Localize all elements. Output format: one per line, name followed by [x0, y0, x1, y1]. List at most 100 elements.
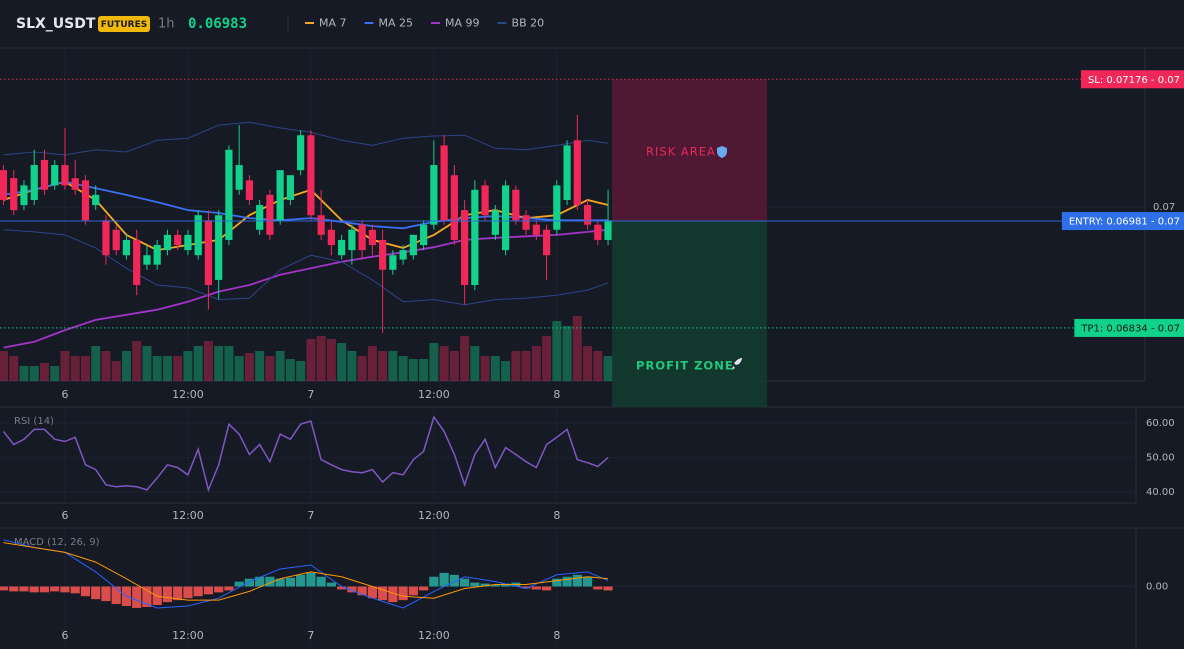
candle-body: [245, 180, 254, 200]
volume-bar: [531, 346, 541, 381]
volume-bar: [562, 326, 572, 381]
volume-bar: [183, 351, 193, 381]
histogram-bar: [101, 586, 111, 602]
candle-body: [297, 135, 305, 171]
level-label-bg: [1074, 318, 1184, 337]
candle-body: [317, 215, 325, 235]
candle-body: [215, 215, 223, 280]
volume-bar: [70, 356, 80, 381]
symbol[interactable]: SLX_USDT: [16, 16, 96, 32]
volume-bar: [29, 366, 39, 381]
volume-bar: [357, 356, 367, 381]
candle-body: [368, 229, 376, 246]
interval[interactable]: 1h: [158, 17, 175, 32]
plot-layer: MA 7 MA 25 MA 99 BB 20 6 12:00 7 12:00 8 0.07 RISK…: [0, 17, 1184, 645]
histogram-bar: [316, 576, 326, 587]
candle-body: [163, 234, 172, 251]
candle-body: [102, 220, 110, 256]
x-tick-label: 12:00: [172, 388, 204, 401]
legend-label[interactable]: BB 20: [512, 17, 545, 30]
badge-bg: [98, 16, 150, 32]
last-price: 0.06983: [188, 16, 247, 32]
candle-body: [522, 215, 530, 230]
candle-body: [143, 255, 151, 265]
candle-body: [92, 194, 100, 206]
x-tick-label: 8: [553, 629, 560, 642]
histogram-bar: [347, 586, 357, 593]
candle-body: [153, 245, 161, 265]
histogram-bar: [572, 574, 582, 587]
candle-body: [501, 185, 510, 251]
badge: FUTURES: [101, 20, 147, 30]
volume-bar: [367, 346, 377, 381]
histogram-bar: [582, 576, 593, 587]
histogram-bar: [419, 586, 429, 591]
histogram-bar: [388, 586, 398, 603]
candle-body: [133, 239, 141, 286]
histogram-bar: [490, 584, 500, 587]
volume-bar: [91, 346, 101, 381]
candle-body: [81, 180, 90, 221]
histogram-bar: [50, 586, 60, 592]
candle-body: [307, 135, 315, 216]
histogram-bar: [265, 576, 275, 587]
histogram-bar: [91, 586, 101, 600]
histogram-bar: [480, 583, 490, 587]
volume-bar: [101, 351, 111, 381]
volume-bar: [388, 351, 398, 381]
y-tick-label: 40.00: [1146, 487, 1175, 498]
x-tick-label: 6: [61, 388, 68, 401]
volume-bar: [542, 336, 552, 381]
histogram-bar: [306, 572, 316, 587]
histogram-bar: [39, 586, 50, 593]
candle-body: [491, 210, 499, 235]
candle-body: [225, 149, 233, 240]
histogram-bar: [19, 586, 29, 592]
volume-bar: [285, 359, 295, 381]
volume-bar: [80, 356, 90, 381]
histogram-bar: [367, 586, 377, 599]
x-tick-label: 6: [61, 509, 68, 522]
volume-bar: [449, 351, 459, 381]
x-tick-label: 12:00: [418, 388, 450, 401]
histogram-bar: [275, 578, 285, 587]
shield-icon: [717, 146, 727, 158]
x-tick-label: 12:00: [418, 509, 450, 522]
volume-bar: [60, 351, 70, 381]
volume-bar: [173, 356, 183, 381]
x-tick-label: 8: [553, 509, 560, 522]
candle-body: [379, 239, 387, 270]
volume-bar: [572, 316, 582, 381]
candle-body: [460, 210, 469, 286]
volume-bar: [162, 356, 172, 381]
volume-bar: [152, 356, 162, 381]
legend-label[interactable]: MA 99: [445, 17, 480, 30]
histogram-bar: [173, 586, 183, 601]
histogram-bar: [398, 586, 408, 601]
candle-body: [420, 224, 428, 246]
volume-bar: [378, 351, 388, 381]
legend-label[interactable]: MA 25: [379, 17, 414, 30]
x-tick-label: 7: [307, 509, 314, 522]
histogram-bar: [449, 574, 459, 587]
volume-bar: [142, 346, 152, 381]
volume-bar: [39, 363, 49, 381]
histogram-bar: [183, 586, 193, 599]
candle-body: [204, 220, 213, 286]
macd-line: [3, 542, 609, 601]
candle-body: [235, 165, 243, 190]
candle-body: [0, 170, 8, 200]
zone: [612, 79, 768, 222]
volume-bar: [296, 361, 306, 381]
histogram-bar: [9, 586, 19, 592]
legend-label[interactable]: MA 7: [319, 17, 347, 30]
candle-body: [471, 189, 479, 286]
candle-body: [10, 178, 18, 211]
volume-bar: [0, 351, 8, 381]
candle-body: [583, 205, 592, 225]
histogram-bar: [408, 586, 418, 596]
histogram-bar: [562, 576, 572, 587]
candle-body: [389, 255, 397, 270]
candle-body: [122, 239, 131, 256]
histogram-bar: [378, 586, 388, 601]
